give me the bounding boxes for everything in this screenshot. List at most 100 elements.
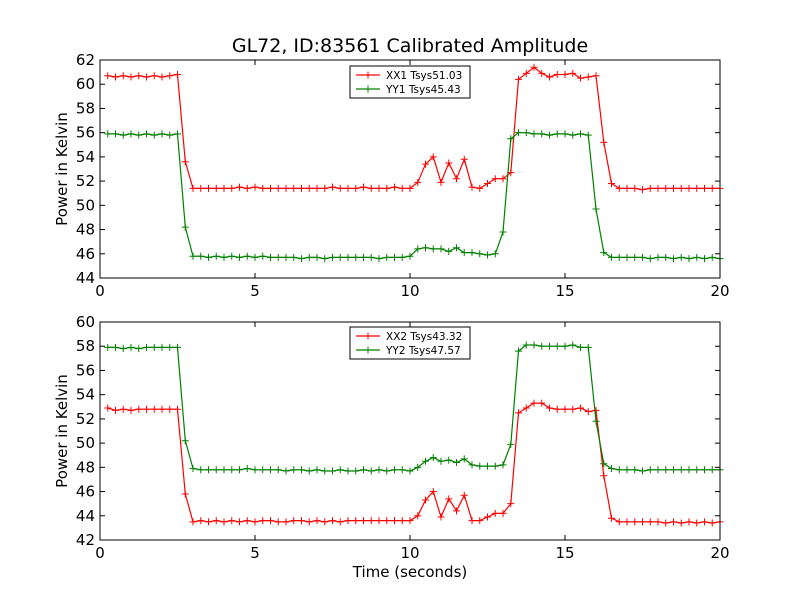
data-point xyxy=(344,253,352,261)
data-point xyxy=(104,404,112,412)
data-point xyxy=(205,184,212,192)
data-point xyxy=(112,73,119,81)
data-point xyxy=(646,466,654,474)
data-point xyxy=(460,249,468,257)
data-point xyxy=(437,457,445,465)
data-point xyxy=(445,159,453,167)
data-point xyxy=(150,131,158,139)
data-point xyxy=(685,184,693,192)
x-tick-label: 15 xyxy=(555,544,574,562)
data-point xyxy=(460,155,468,163)
data-point xyxy=(189,465,197,473)
data-point xyxy=(623,184,631,192)
data-point xyxy=(708,466,716,474)
data-point xyxy=(445,456,453,464)
data-point xyxy=(383,467,391,475)
data-point xyxy=(677,466,685,474)
data-point xyxy=(460,491,468,499)
data-point xyxy=(313,517,321,525)
data-point xyxy=(181,437,189,445)
data-point xyxy=(654,184,662,192)
data-point xyxy=(391,517,398,525)
y-axis-label: Power in Kelvin xyxy=(53,112,71,226)
data-point xyxy=(205,253,212,261)
data-point xyxy=(437,245,445,253)
data-point xyxy=(623,518,631,526)
data-point xyxy=(197,517,205,525)
data-point xyxy=(414,463,422,471)
data-point xyxy=(468,249,476,257)
data-point xyxy=(662,466,670,474)
data-point xyxy=(685,255,693,263)
data-point xyxy=(220,518,228,526)
data-point xyxy=(693,253,701,261)
data-point xyxy=(181,158,189,166)
data-point xyxy=(274,518,282,526)
data-point xyxy=(507,135,515,143)
data-point xyxy=(646,518,654,526)
data-point xyxy=(228,184,236,192)
data-point xyxy=(290,466,298,474)
legend-label: XX2 Tsys43.32 xyxy=(386,331,462,343)
data-point xyxy=(600,460,608,468)
data-point xyxy=(437,178,445,186)
data-point xyxy=(437,513,445,521)
data-point xyxy=(220,253,228,261)
data-point xyxy=(313,253,321,261)
data-point xyxy=(685,518,693,526)
data-point xyxy=(267,517,274,525)
data-point xyxy=(569,405,577,413)
y-tick-label: 46 xyxy=(76,483,95,501)
data-point xyxy=(282,518,290,526)
data-point xyxy=(158,343,166,351)
legend-marker xyxy=(364,71,372,79)
data-point xyxy=(298,517,305,525)
data-point xyxy=(305,518,313,526)
data-point xyxy=(569,131,577,139)
data-point xyxy=(507,440,515,448)
data-point xyxy=(708,184,716,192)
data-point xyxy=(321,467,329,475)
y-tick-label: 56 xyxy=(76,361,95,379)
data-point xyxy=(344,184,352,192)
data-point xyxy=(398,253,406,261)
data-point xyxy=(476,517,484,525)
data-point xyxy=(530,399,538,407)
data-point xyxy=(367,184,375,192)
data-point xyxy=(112,343,119,351)
data-point xyxy=(453,244,460,252)
data-point xyxy=(608,180,615,188)
data-point xyxy=(406,467,414,475)
data-point xyxy=(631,253,639,261)
data-point xyxy=(375,184,383,192)
data-point xyxy=(236,466,243,474)
data-point xyxy=(119,345,127,353)
data-point xyxy=(189,252,197,260)
data-point xyxy=(608,253,615,261)
data-point xyxy=(166,405,174,413)
data-point xyxy=(445,247,453,255)
data-point xyxy=(135,131,143,139)
data-point xyxy=(166,343,174,351)
data-point xyxy=(104,343,112,351)
y-tick-label: 60 xyxy=(76,313,95,331)
x-tick-label: 10 xyxy=(400,544,419,562)
data-point xyxy=(205,518,212,526)
data-point xyxy=(267,466,274,474)
data-point xyxy=(445,495,453,503)
data-point xyxy=(592,72,600,80)
data-point xyxy=(522,341,530,349)
data-point xyxy=(600,138,608,146)
data-point xyxy=(391,253,398,261)
data-point xyxy=(561,405,569,413)
data-point xyxy=(282,467,290,475)
data-point xyxy=(561,130,569,138)
data-point xyxy=(685,466,693,474)
y-axis-label: Power in Kelvin xyxy=(53,374,71,488)
data-point xyxy=(150,343,158,351)
data-point xyxy=(243,517,251,525)
data-point xyxy=(639,467,646,475)
data-point xyxy=(375,466,383,474)
data-point xyxy=(662,184,670,192)
